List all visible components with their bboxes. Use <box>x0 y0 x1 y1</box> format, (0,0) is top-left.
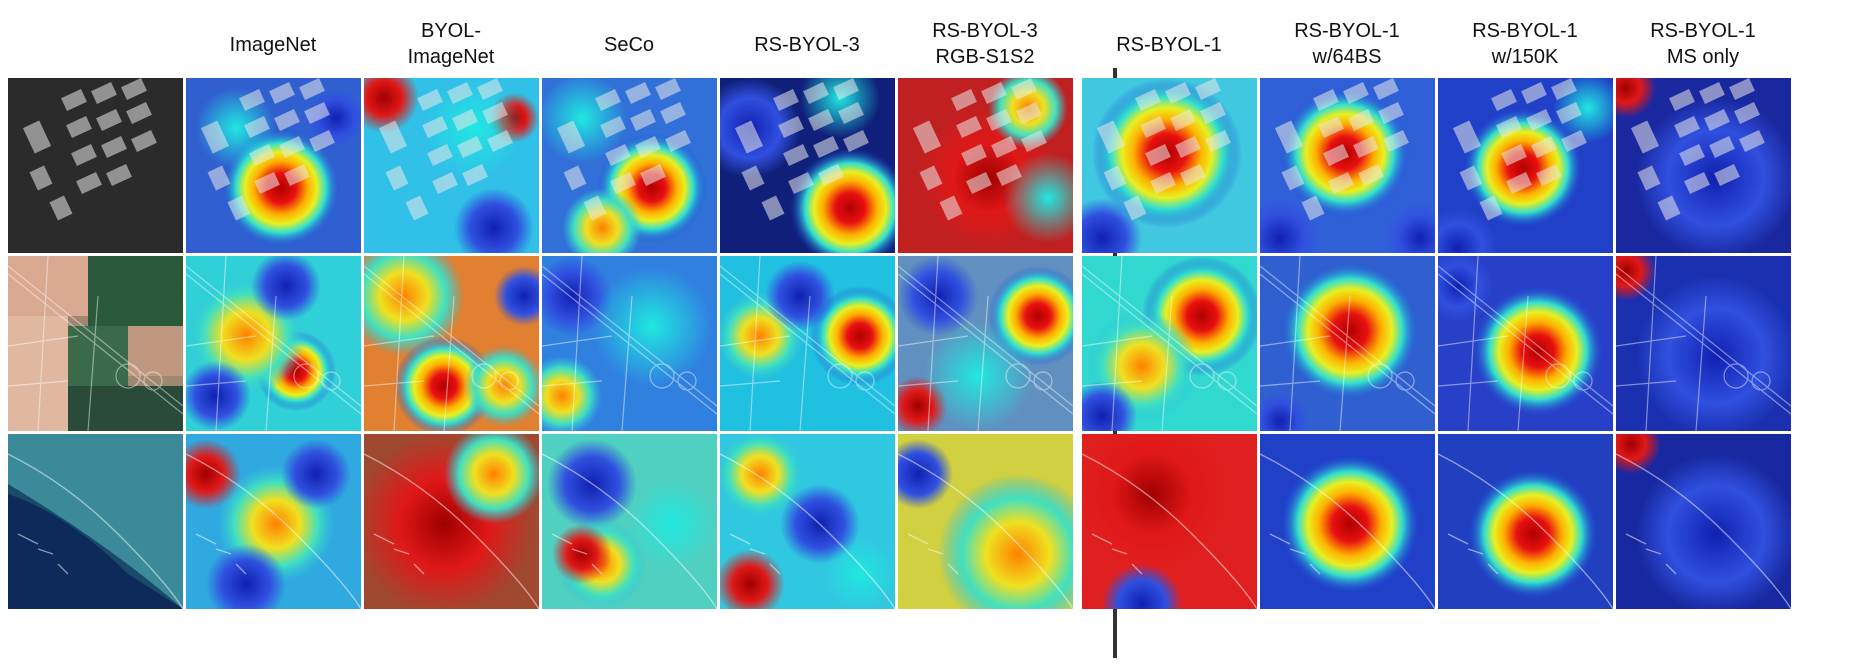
heatmap-rs-byol-1-ms-coastline <box>1616 434 1791 609</box>
column-header-line: RS-BYOL-3 <box>754 34 860 56</box>
heatmap-rs-byol-1-64bs-farmland-highway <box>1260 256 1435 431</box>
column-header-rs-byol-1-64bs: RS-BYOL-1 w/64BS <box>1257 18 1437 70</box>
column-header-line: w/150K <box>1491 46 1559 68</box>
column-header-line: SeCo <box>603 34 655 56</box>
column-header-rs-byol-1-ms: RS-BYOL-1 MS only <box>1613 18 1793 70</box>
input-image-industrial-buildings <box>8 78 183 253</box>
heatmap-imagenet-coastline <box>186 434 361 609</box>
heatmap-rs-byol-1-ms-industrial-buildings <box>1616 78 1791 253</box>
column-header-line: RS-BYOL-1 <box>1294 20 1400 42</box>
column-header-line: RS-BYOL-3 <box>932 20 1038 42</box>
heatmap-rs-byol-1-coastline <box>1082 434 1257 609</box>
heatmap-rs-byol-1-150k-farmland-highway <box>1438 256 1613 431</box>
heatmap-seco-industrial-buildings <box>542 78 717 253</box>
column-header-seco: SeCo <box>539 32 719 58</box>
heatmap-rs-byol-1-150k-industrial-buildings <box>1438 78 1613 253</box>
heatmap-byol-imagenet-farmland-highway <box>364 256 539 431</box>
heatmap-rs-byol-1-industrial-buildings <box>1082 78 1257 253</box>
column-header-rs-byol-1: RS-BYOL-1 <box>1079 32 1259 58</box>
column-header-rs-byol-3: RS-BYOL-3 <box>717 32 897 58</box>
heatmap-rs-byol-3-coastline <box>720 434 895 609</box>
column-header-byol-imagenet: BYOL- ImageNet <box>361 18 541 70</box>
heatmap-rs-byol-1-farmland-highway <box>1082 256 1257 431</box>
column-header-line: RS-BYOL-1 <box>1472 20 1578 42</box>
column-header-line: ImageNet <box>229 34 317 56</box>
column-header-rs-byol-1-150k: RS-BYOL-1 w/150K <box>1435 18 1615 70</box>
column-header-rs-byol-3-rgb: RS-BYOL-3 RGB-S1S2 <box>895 18 1075 70</box>
column-header-line: RS-BYOL-1 <box>1116 34 1222 56</box>
column-header-line: ImageNet <box>407 46 495 68</box>
heatmap-rs-byol-1-150k-coastline <box>1438 434 1613 609</box>
heatmap-rs-byol-3-rgb-industrial-buildings <box>898 78 1073 253</box>
column-header-line: RGB-S1S2 <box>935 46 1035 68</box>
heatmap-rs-byol-3-rgb-farmland-highway <box>898 256 1073 431</box>
heatmap-seco-farmland-highway <box>542 256 717 431</box>
heatmap-rs-byol-3-rgb-coastline <box>898 434 1073 609</box>
heatmap-rs-byol-3-industrial-buildings <box>720 78 895 253</box>
column-header-line: w/64BS <box>1312 46 1382 68</box>
column-header-imagenet: ImageNet <box>183 32 363 58</box>
heatmap-imagenet-industrial-buildings <box>186 78 361 253</box>
input-image-farmland-highway <box>8 256 183 431</box>
heatmap-rs-byol-1-ms-farmland-highway <box>1616 256 1791 431</box>
heatmap-seco-coastline <box>542 434 717 609</box>
column-header-line: MS only <box>1666 46 1740 68</box>
heatmap-byol-imagenet-industrial-buildings <box>364 78 539 253</box>
heatmap-imagenet-farmland-highway <box>186 256 361 431</box>
column-header-line: BYOL- <box>420 20 482 42</box>
heatmap-rs-byol-1-64bs-industrial-buildings <box>1260 78 1435 253</box>
input-image-coastline <box>8 434 183 609</box>
heatmap-rs-byol-3-farmland-highway <box>720 256 895 431</box>
heatmap-byol-imagenet-coastline <box>364 434 539 609</box>
column-header-line: RS-BYOL-1 <box>1650 20 1756 42</box>
heatmap-rs-byol-1-64bs-coastline <box>1260 434 1435 609</box>
